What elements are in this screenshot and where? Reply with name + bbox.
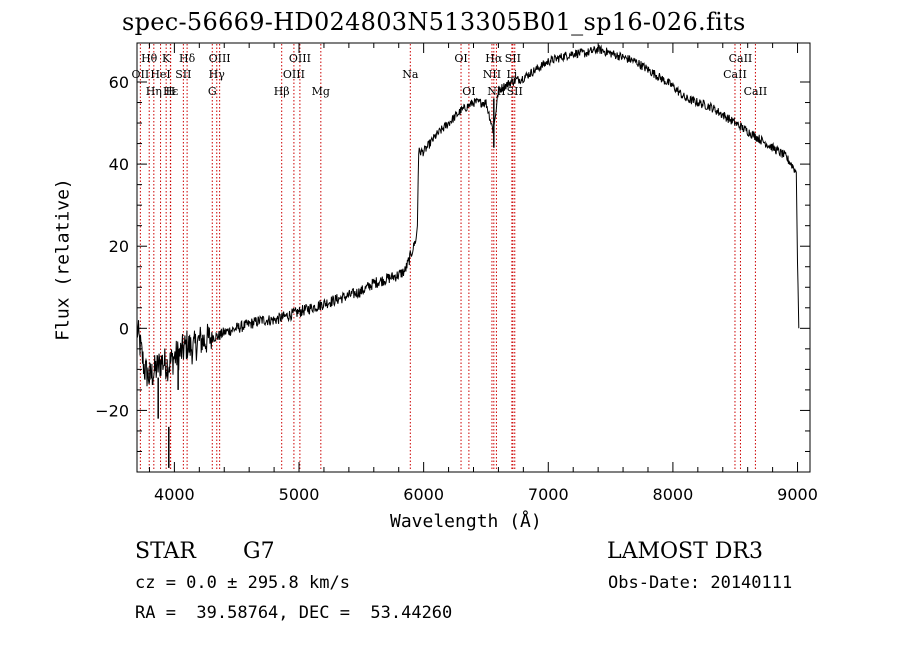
line-marker-label: G [208, 85, 217, 98]
line-marker-label: Hα [485, 52, 503, 65]
line-marker-label: K [162, 52, 171, 65]
line-marker-label: Hβ [274, 85, 290, 98]
line-marker-label: Hγ [209, 68, 226, 81]
x-tick-label: 6000 [403, 485, 444, 504]
line-marker-label: NII [483, 68, 501, 81]
line-marker-label: HeI [150, 68, 170, 81]
line-marker-label: Hδ [179, 52, 196, 65]
line-marker-label: SII [507, 85, 523, 98]
line-marker-label: OIII [283, 68, 305, 81]
x-tick-label: 4000 [154, 485, 195, 504]
line-marker-label: OI [454, 52, 467, 65]
x-tick-label: 7000 [528, 485, 569, 504]
line-marker-label: NII [487, 85, 505, 98]
chart-title: spec-56669-HD024803N513305B01_sp16-026.f… [122, 8, 746, 36]
object-type: STAR [135, 539, 196, 564]
y-axis-label: Flux (relative) [52, 178, 74, 341]
line-marker-label: Mg [312, 85, 330, 98]
subclass: G7 [243, 539, 275, 564]
line-marker-label: Na [402, 68, 419, 81]
coordinates: RA = 39.58764, DEC = 53.44260 [135, 603, 453, 623]
line-marker-label: CaII [744, 85, 768, 98]
x-axis-label: Wavelength (Å) [390, 511, 542, 532]
y-tick-label: 20 [109, 237, 129, 256]
line-marker-label: Hη [146, 85, 162, 98]
line-marker-label: SII [175, 68, 191, 81]
observation-date: Obs-Date: 20140111 [608, 573, 793, 593]
x-tick-label: 9000 [777, 485, 818, 504]
x-tick-label: 8000 [653, 485, 694, 504]
line-marker-label: OII [132, 68, 150, 81]
line-marker-label: Hθ [141, 52, 158, 65]
x-tick-label: 5000 [279, 485, 320, 504]
line-marker-label: OI [462, 85, 475, 98]
y-tick-label: 60 [109, 73, 129, 92]
redshift-velocity: cz = 0.0 ± 295.8 km/s [135, 573, 350, 593]
line-marker-label: SII [505, 52, 521, 65]
line-marker-label: Hε [163, 85, 179, 98]
survey-name: LAMOST DR3 [607, 539, 763, 564]
y-tick-label: 0 [119, 319, 129, 338]
line-marker-label: H [166, 85, 176, 98]
spectrum-line [136, 44, 800, 387]
line-marker-label: OIII [289, 52, 311, 65]
line-marker-label: OIII [209, 52, 231, 65]
line-marker-label: CaII [723, 68, 747, 81]
line-marker-label: CaII [729, 52, 753, 65]
y-tick-label: 40 [109, 155, 129, 174]
y-tick-label: −20 [95, 401, 129, 420]
line-marker-label: Li [506, 68, 517, 81]
